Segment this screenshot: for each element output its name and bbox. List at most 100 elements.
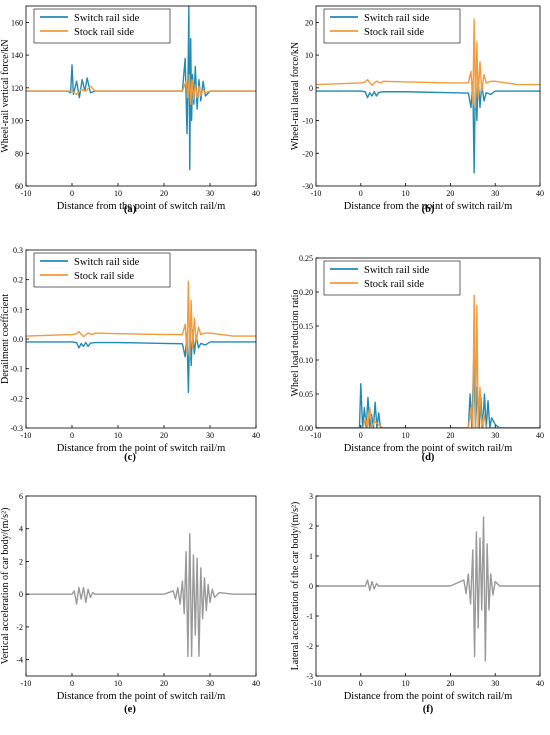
x-tick-label: -10	[21, 189, 32, 198]
legend: Switch rail side Stock rail side	[323, 260, 461, 296]
x-tick-label: 40	[252, 679, 260, 688]
x-axis-label: Distance from the point of switch rail/m	[344, 443, 513, 454]
legend-box	[33, 8, 171, 44]
legend-entry: Switch rail side	[364, 13, 430, 24]
y-tick-label: 100	[11, 117, 23, 126]
y-tick-label: 20	[305, 18, 313, 27]
y-tick-label: 0.0	[13, 335, 23, 344]
legend-entry: Switch rail side	[74, 257, 140, 268]
x-tick-label: 0	[359, 431, 363, 440]
panel-label: (f)	[423, 704, 434, 715]
y-tick-label: 6	[19, 492, 23, 501]
y-tick-label: -2	[306, 642, 313, 651]
x-tick-label: 20	[160, 679, 168, 688]
legend-entry: Stock rail side	[74, 27, 134, 38]
y-tick-label: 80	[15, 149, 23, 158]
legend-entry: Switch rail side	[364, 265, 430, 276]
series-line-1	[316, 359, 540, 428]
y-tick-label: 0	[309, 582, 313, 591]
legend: Switch rail side Stock rail side	[33, 8, 171, 44]
y-tick-label: 2	[309, 522, 313, 531]
y-tick-label: 0.15	[299, 322, 313, 331]
panel-label: (e)	[124, 704, 136, 715]
y-tick-label: 0.3	[13, 246, 23, 255]
series-line-1	[316, 67, 540, 174]
y-tick-label: -1	[306, 612, 313, 621]
plot-frame	[25, 5, 257, 187]
legend: Switch rail side Stock rail side	[323, 8, 461, 44]
x-tick-label: 30	[491, 189, 499, 198]
series-group	[26, 532, 256, 658]
x-axis-label: Distance from the point of switch rail/m	[57, 443, 226, 454]
y-axis-label: Vertical acceleration of car body/(m/s²)	[0, 508, 11, 665]
x-tick-label: 0	[70, 679, 74, 688]
x-tick-label: 0	[359, 679, 363, 688]
y-tick-label: 160	[11, 18, 23, 27]
y-tick-label: 0.05	[299, 390, 313, 399]
y-axis-label: Wheel-rail vertical force/kN	[0, 39, 11, 152]
series-group	[316, 294, 540, 428]
y-tick-label: 10	[305, 51, 313, 60]
x-tick-label: 10	[114, 679, 122, 688]
chart-panel-d: -10 0 10 20 30 40 0.00 0.05 0.10 0.15 0.20 0.25 Dist…	[290, 254, 544, 463]
series-group	[316, 18, 540, 174]
y-tick-label: 0.20	[299, 288, 313, 297]
series-group	[316, 516, 540, 662]
series-line-2	[26, 74, 256, 105]
chart-panel-c: -10 0 10 20 30 40 -0.3 -0.2 -0.1 0.0 0.1 0.2 0.3 Dist…	[0, 246, 260, 463]
legend-box	[323, 260, 461, 296]
x-tick-label: 20	[446, 189, 454, 198]
panel-label: (c)	[124, 452, 136, 463]
y-tick-label: -3	[306, 672, 313, 681]
legend-entry: Stock rail side	[364, 27, 424, 38]
series-line-2	[26, 280, 256, 358]
legend-entry: Stock rail side	[74, 271, 134, 282]
x-tick-label: 0	[70, 189, 74, 198]
y-tick-label: 0	[309, 84, 313, 93]
x-tick-label: 40	[252, 189, 260, 198]
y-tick-label: -20	[302, 149, 313, 158]
x-tick-label: -10	[311, 679, 322, 688]
chart-panel-b: -10 0 10 20 30 40 -30 -20 -10 0 10 20 Distance from …	[290, 5, 544, 215]
x-axis-label: Distance from the point of switch rail/m	[344, 691, 513, 702]
x-tick-label: 40	[536, 431, 544, 440]
legend-entry: Stock rail side	[364, 279, 424, 290]
y-tick-label: -30	[302, 182, 313, 191]
y-tick-label: 0.25	[299, 254, 313, 263]
y-tick-label: 0.1	[13, 305, 23, 314]
y-tick-label: -0.1	[10, 365, 23, 374]
x-tick-label: -10	[21, 679, 32, 688]
y-tick-label: 0	[19, 590, 23, 599]
chart-panel-e: -10 0 10 20 30 40 -4 -2 0 2 4 6 Distance from the po…	[0, 492, 260, 715]
x-tick-label: 0	[359, 189, 363, 198]
y-tick-label: -0.3	[10, 424, 23, 433]
panel-label: (d)	[422, 452, 435, 463]
x-tick-label: 10	[402, 189, 410, 198]
x-tick-label: 40	[536, 679, 544, 688]
x-axis-label: Distance from the point of switch rail/m	[344, 201, 513, 212]
x-tick-label: 10	[402, 679, 410, 688]
chart-panel-a: -10 0 10 20 30 40 60 80 100 120 140 160 Distance fro…	[0, 5, 260, 215]
series-line-2	[316, 294, 540, 428]
x-axis-label: Distance from the point of switch rail/m	[57, 691, 226, 702]
y-tick-label: 140	[11, 51, 23, 60]
x-tick-label: 30	[491, 431, 499, 440]
y-tick-label: 0.10	[299, 356, 313, 365]
x-tick-label: 20	[446, 431, 454, 440]
plot-frame	[315, 257, 541, 429]
legend-box	[33, 252, 171, 288]
plot-frame	[25, 495, 257, 677]
y-tick-label: -4	[16, 656, 23, 665]
y-tick-label: -2	[16, 623, 23, 632]
y-tick-label: -10	[302, 117, 313, 126]
y-tick-label: 4	[19, 525, 23, 534]
series-line-1	[316, 516, 540, 662]
x-tick-label: 0	[70, 431, 74, 440]
y-axis-label: Lateral acceleration of the car body/(m/…	[290, 502, 301, 671]
x-tick-label: 20	[446, 679, 454, 688]
y-tick-label: 0.00	[299, 424, 313, 433]
x-tick-label: 40	[536, 189, 544, 198]
legend: Switch rail side Stock rail side	[33, 252, 171, 288]
